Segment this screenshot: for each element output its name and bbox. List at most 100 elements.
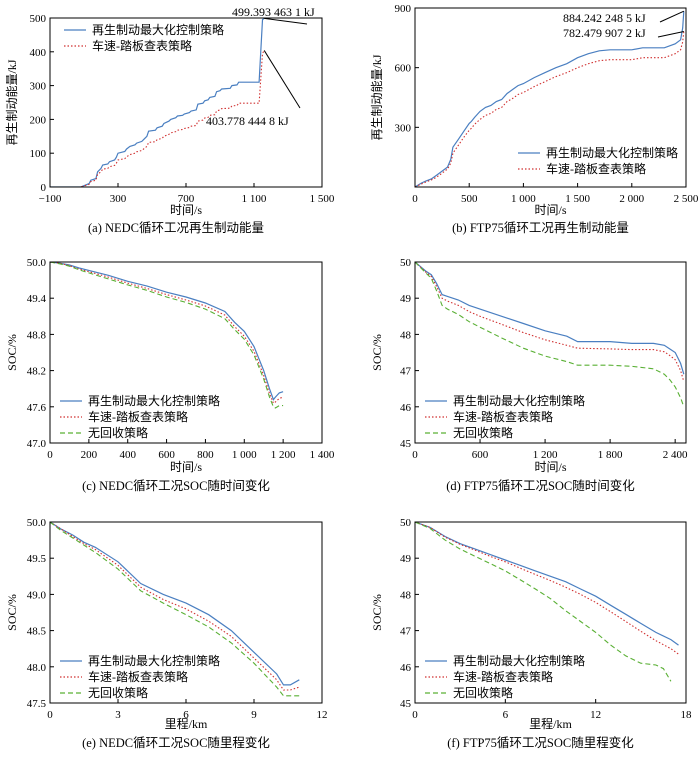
y-tick-label: 47.6 [27,402,47,414]
plot-frame [414,261,687,444]
x-tick-label: 200 [81,449,98,461]
legend-label: 车速-踏板查表策略 [88,409,188,424]
series-line-3 [50,522,300,697]
legend-label: 无回收策略 [453,425,513,440]
y-tick-label: 49 [400,553,412,565]
y-tick-label: 50.0 [27,517,47,529]
legend-label: 再生制动最大化控制策略 [453,653,585,668]
x-tick-label: 700 [178,193,195,205]
x-tick-label: 300 [110,193,127,205]
y-tick-label: 46 [400,402,412,414]
y-axis-label: SOC/% [370,334,384,371]
y-tick-label: 300 [30,81,47,93]
series-line-2 [415,31,685,187]
annotation-leader [263,50,301,109]
x-tick-label: 1 200 [271,449,296,461]
chart-caption: (d) FTP75循环工况SOC随时间变化 [446,478,635,493]
y-tick-label: 48.0 [27,662,47,674]
x-tick-label: 6 [183,709,189,721]
series-line-3 [50,262,284,409]
y-tick-label: 48.2 [27,366,46,378]
x-tick-label: 6 [503,709,509,721]
x-tick-label: 0 [412,193,418,205]
y-axis-label: 再生制动能量/kJ [370,54,384,140]
y-tick-label: 46 [400,662,412,674]
y-tick-label: 47 [400,626,412,638]
series-line-2 [415,522,679,655]
chart-e: 0 3 6 9 12 47.5 48.0 48.5 49.0 49.5 50.0 里程/km SOC/%… [5,517,328,750]
x-tick-label: 2 400 [663,449,688,461]
annotation-leader [264,17,308,25]
y-tick-label: 49.4 [27,293,47,305]
legend-label: 无回收策略 [88,425,148,440]
y-tick-label: 45 [400,438,412,450]
annotation-label: 499.393 463 1 kJ [232,5,315,19]
series-group [415,262,685,407]
x-axis-label: 时间/s [170,203,202,217]
x-tick-label: 3 [115,709,121,721]
y-tick-label: 47 [400,366,412,378]
x-tick-label: 1 500 [565,193,590,205]
y-tick-label: 200 [30,114,47,126]
legend-label: 再生制动最大化控制策略 [453,393,585,408]
x-tick-label: 0 [47,449,53,461]
series-group [50,522,300,697]
chart-c: 0 200 400 600 800 1 000 1 200 1 400 47.0 47.6 48.2… [5,257,335,493]
series-group [50,262,284,409]
x-tick-label: 1 100 [242,193,267,205]
y-tick-label: 48.5 [27,626,47,638]
y-tick-label: 600 [395,63,412,75]
x-tick-label: 0 [412,449,418,461]
y-tick-label: 0 [41,182,47,194]
y-tick-label: 100 [30,148,47,160]
y-tick-label: 48 [400,329,412,341]
x-axis-label: 时间/s [534,460,566,474]
x-tick-label: 2 500 [674,193,699,205]
legend-label: 车速-踏板查表策略 [453,409,553,424]
series-group [415,522,679,682]
annotation-label: 884.242 248 5 kJ [563,11,646,25]
y-tick-label: 45 [400,698,412,710]
chart-caption: (e) NEDC循环工况SOC随里程变化 [82,735,270,750]
annotation-label: 403.778 444 8 kJ [206,114,289,128]
series-line-1 [415,262,685,375]
x-tick-label: 600 [472,449,489,461]
x-tick-label: 400 [119,449,136,461]
legend-label: 车速-踏板查表策略 [92,38,192,53]
x-tick-label: 1 400 [310,449,335,461]
x-tick-label: 0 [47,709,53,721]
y-tick-label: 300 [395,122,412,134]
x-tick-label: 12 [317,709,328,721]
x-tick-label: 18 [681,709,693,721]
chart-b: 0 500 1 000 1 500 2 000 2 500 300 600 900 时间/s 再生制… [370,3,699,235]
legend-label: 再生制动最大化控制策略 [546,145,678,160]
plot-frame [414,521,687,704]
series-line-3 [415,262,685,407]
y-tick-label: 47.0 [27,438,47,450]
chart-a: −100 300 700 1 100 1 500 0 100 200 300 400 500 时间/s… [5,5,335,235]
series-line-1 [415,522,679,646]
series-line-3 [415,522,672,682]
legend-label: 无回收策略 [88,685,148,700]
x-tick-label: 600 [158,449,175,461]
x-tick-label: 0 [412,709,418,721]
x-tick-label: 9 [251,709,257,721]
series-line-1 [50,522,300,686]
x-tick-label: 1 800 [598,449,623,461]
x-tick-label: 1 000 [232,449,257,461]
y-tick-label: 48.8 [27,329,47,341]
y-tick-label: 400 [30,47,47,59]
y-tick-label: 900 [395,3,412,15]
chart-f: 0 6 12 18 45 46 47 48 49 50 里程/km SOC/% (f) FTP75循环工… [370,517,692,750]
y-tick-label: 49.0 [27,589,47,601]
series-group [415,11,685,187]
series-group [50,18,265,187]
legend-label: 车速-踏板查表策略 [88,669,188,684]
x-axis-label: 里程/km [529,716,572,731]
